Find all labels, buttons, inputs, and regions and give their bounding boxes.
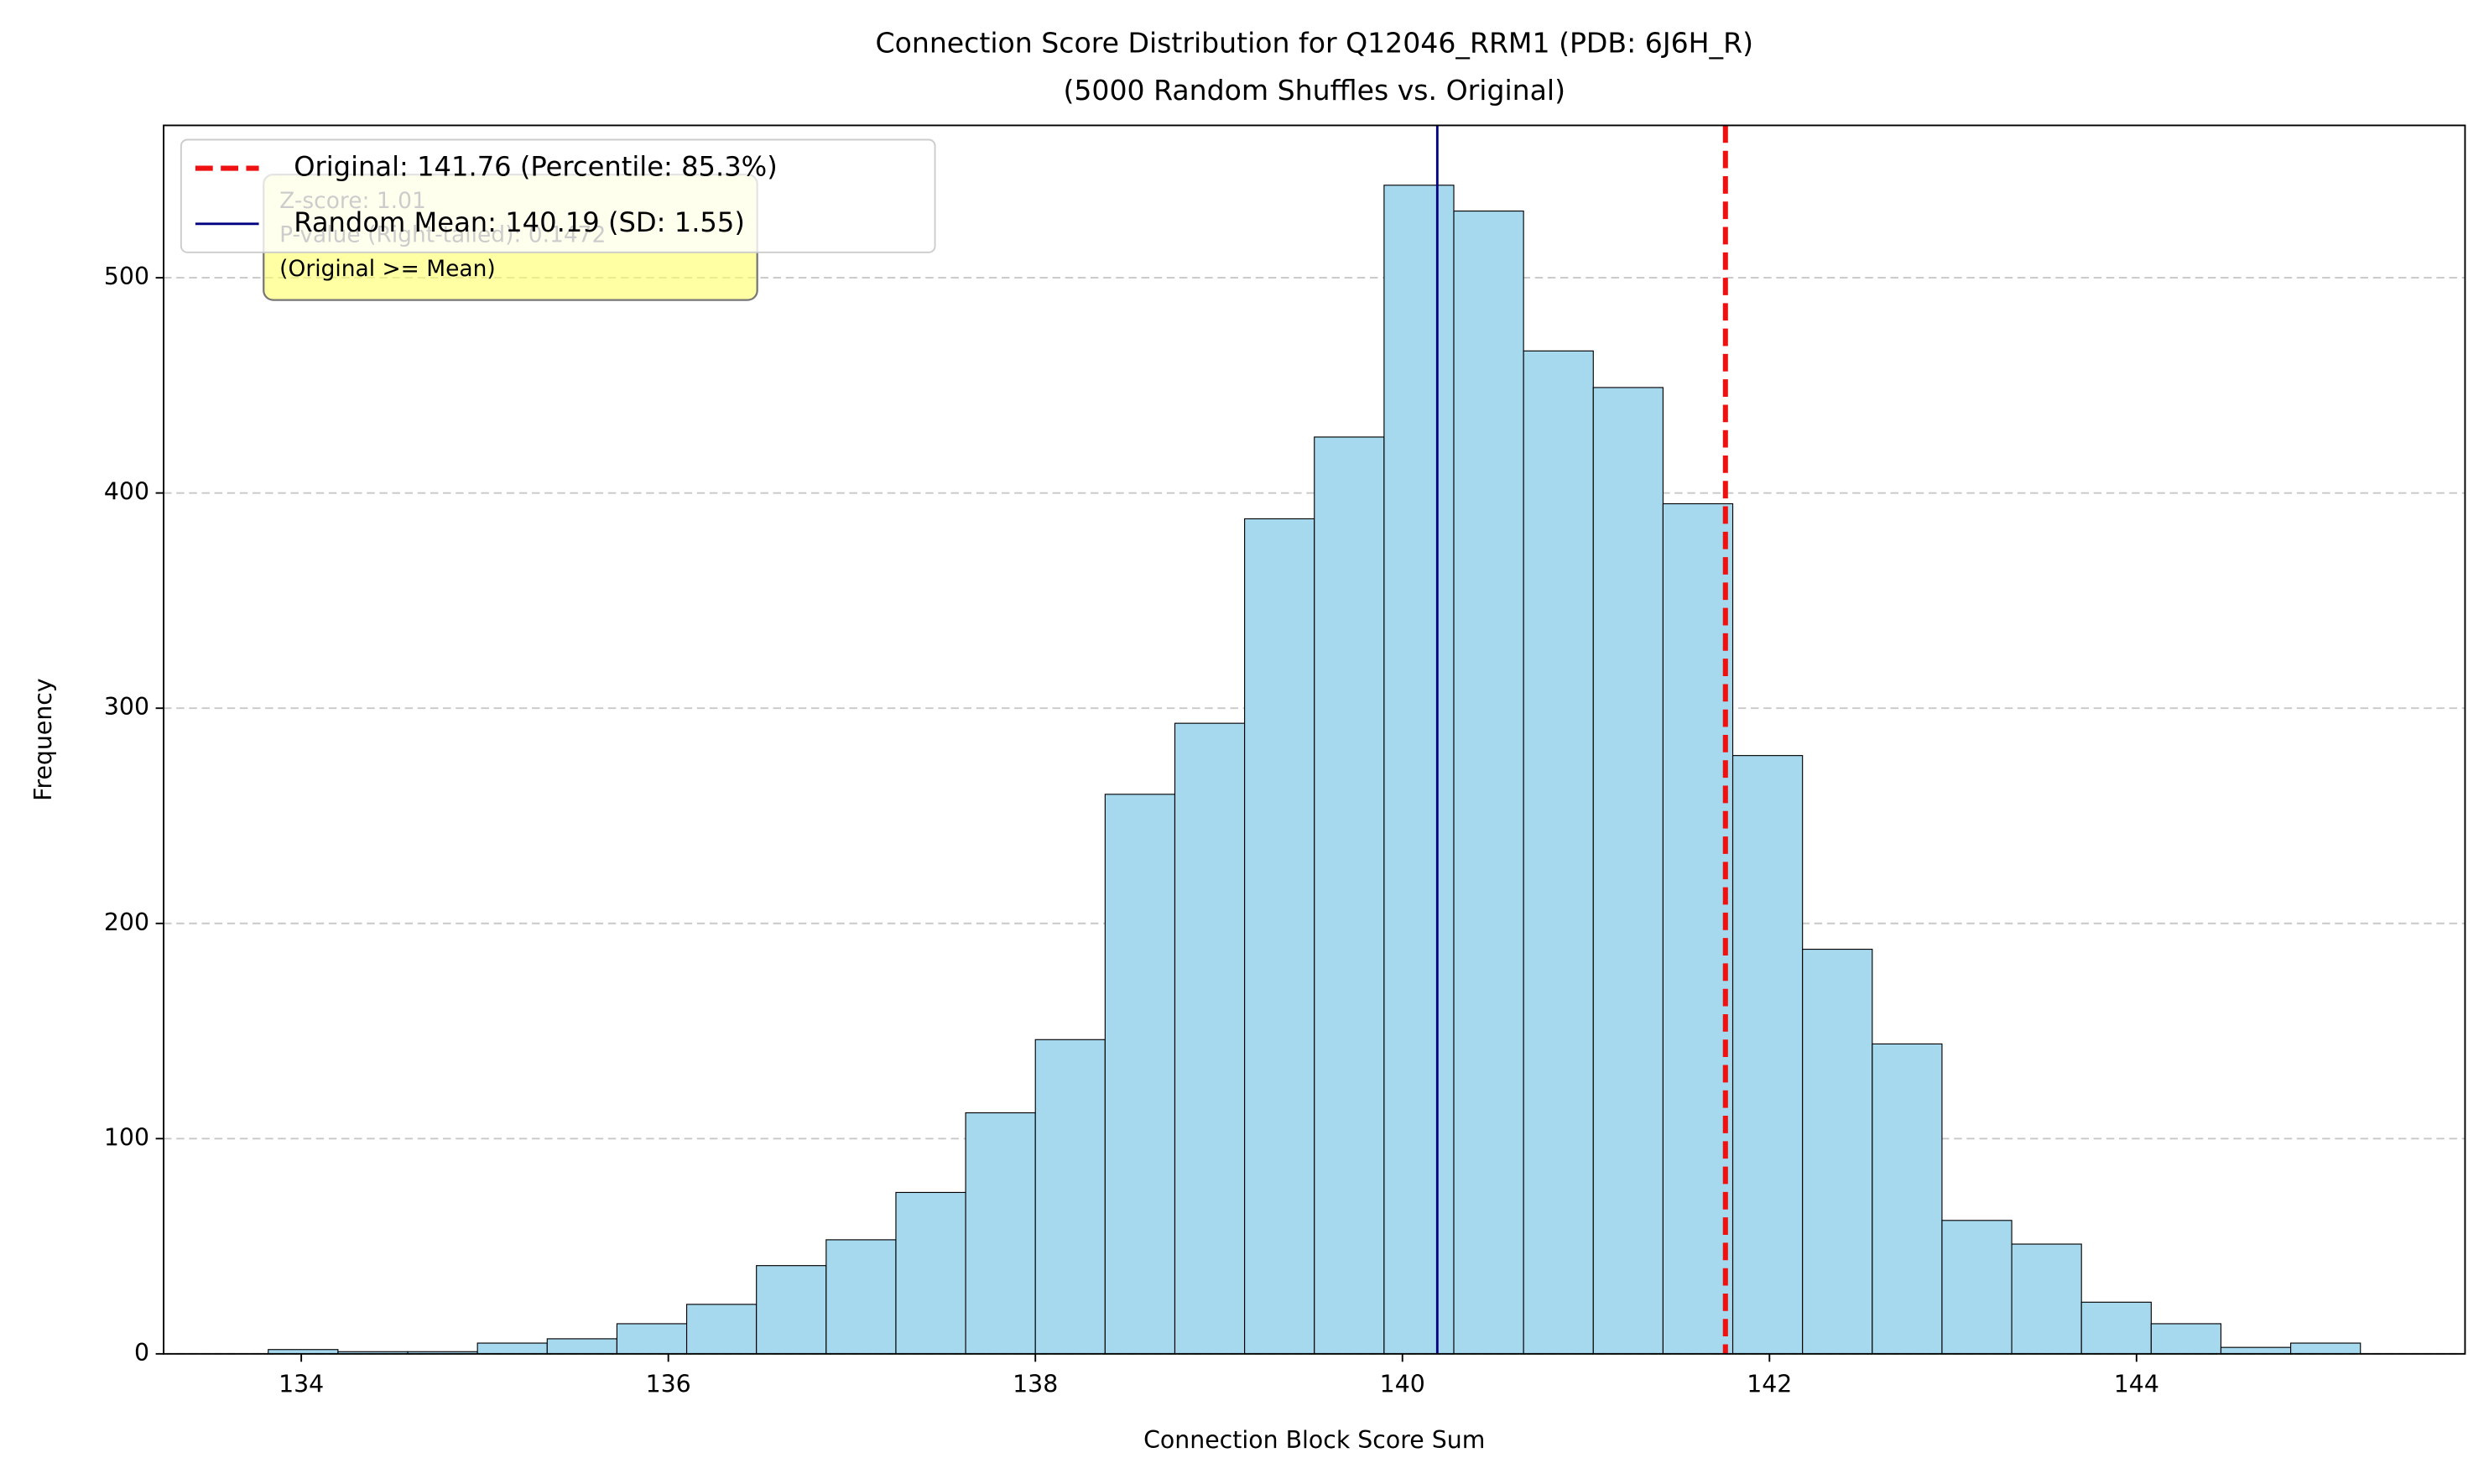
bar [1104,794,1176,1355]
bar [756,1265,827,1355]
bar [895,1191,966,1355]
bar [825,1239,897,1355]
y-tick-label: 400 [104,478,149,506]
bar [2080,1301,2152,1355]
y-tick-label: 100 [104,1123,149,1151]
bar [1731,755,1804,1355]
bar [1941,1220,2013,1355]
bar [1453,211,1524,1355]
x-tick-label: 136 [646,1371,691,1398]
bar [1383,185,1455,1355]
chart-title: Connection Score Distribution for Q12046… [875,26,1753,59]
x-tick-label: 140 [1380,1371,1425,1398]
bar [1802,948,1873,1355]
annotation-text: (Original >= Mean) [279,256,496,282]
bar [1592,387,1664,1355]
bar [2150,1323,2222,1355]
x-tick-label: 134 [279,1371,324,1398]
bar [1034,1039,1106,1355]
x-axis-label: Connection Block Score Sum [1143,1426,1485,1454]
plot-frame [163,124,2466,1355]
y-tick-label: 0 [134,1339,149,1367]
bar [476,1342,548,1355]
bar [685,1304,758,1355]
bar [2011,1243,2082,1355]
y-tick-label: 300 [104,693,149,721]
bar [1174,722,1246,1355]
bar [965,1112,1036,1355]
y-tick-label: 500 [104,263,149,290]
x-tick-label: 142 [1747,1371,1792,1398]
bar [2220,1346,2292,1355]
y-axis-label: Frequency [29,678,57,801]
bar [546,1338,617,1355]
legend-box [180,138,936,253]
y-tick-label: 200 [104,909,149,936]
bar [1523,350,1594,1355]
bar [1662,502,1734,1355]
bar [1314,436,1385,1355]
legend-label: Random Mean: 140.19 (SD: 1.55) [294,206,745,238]
legend-label: Original: 141.76 (Percentile: 85.3%) [294,151,778,183]
bar [1872,1043,1943,1355]
bar [1244,518,1315,1355]
x-tick-label: 138 [1013,1371,1058,1398]
bar [2290,1342,2361,1355]
x-tick-label: 144 [2114,1371,2159,1398]
chart-subtitle: (5000 Random Shuffles vs. Original) [1063,74,1565,107]
bar [616,1323,688,1355]
